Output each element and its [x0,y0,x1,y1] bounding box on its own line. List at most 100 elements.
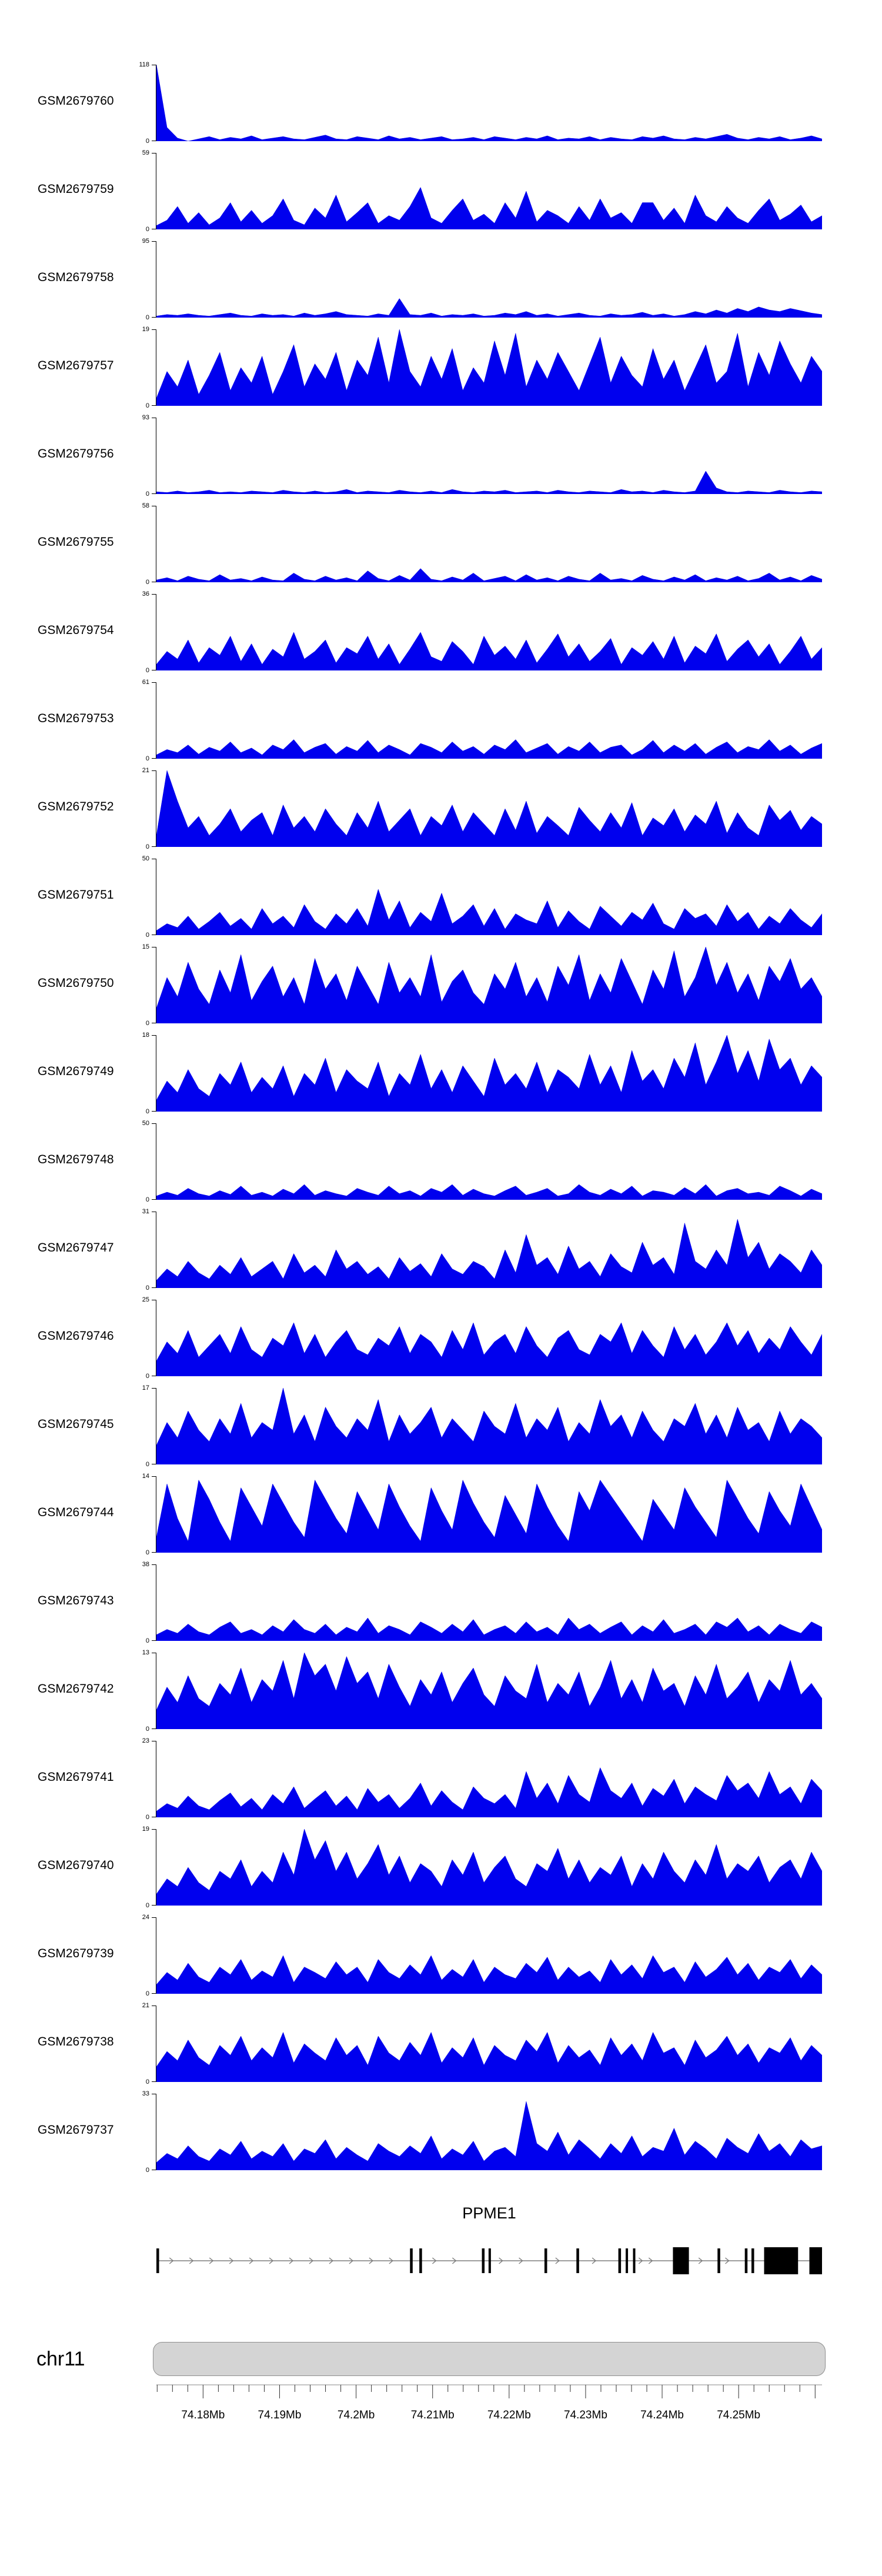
track-y-zero-label: 0 [145,1990,149,1997]
track-label: GSM2679759 [38,182,114,196]
track-label: GSM2679757 [38,359,114,372]
strand-arrow-icon [249,2257,254,2264]
coverage-track: GSM2679747 31 0 [0,1202,882,1292]
coverage-area-svg [156,2031,822,2082]
track-label: GSM2679747 [38,1241,114,1254]
track-y-max-label: 21 [142,767,149,774]
coverage-area-svg [156,1955,822,1994]
coverage-area-svg [156,1653,822,1729]
coverage-polygon [156,1479,822,1553]
strand-arrow-icon [329,2257,334,2264]
coverage-polygon [156,329,822,406]
track-y-tick-zero [152,1552,156,1553]
track-y-tick-zero [152,2081,156,2082]
track-plot-area: 21 0 [142,2002,822,2086]
axis-position-label: 74.2Mb [337,2409,375,2421]
coverage-track: GSM2679740 19 0 [0,1820,882,1909]
track-plot-area: 15 0 [142,943,822,1027]
coverage-track: GSM2679746 25 0 [0,1290,882,1380]
strand-arrow-icon [369,2257,373,2264]
coverage-area-svg [156,1617,822,1641]
track-y-zero-label: 0 [145,1284,149,1292]
track-y-zero-label: 0 [145,138,149,145]
strand-arrow-icon [592,2257,597,2264]
coverage-area-svg [156,329,822,406]
coverage-track: GSM2679753 61 0 [0,673,882,762]
coverage-polygon [156,1322,822,1376]
strand-arrow-icon [519,2257,523,2264]
track-y-tick-zero [152,493,156,494]
track-y-max-label: 18 [142,1032,149,1039]
track-y-tick-max [152,594,156,595]
gene-exon-bar [618,2248,622,2273]
track-y-tick-max [152,1476,156,1477]
coverage-polygon [156,2031,822,2082]
track-label: GSM2679756 [38,447,114,461]
track-plot-area: 25 0 [142,1296,822,1380]
track-label: GSM2679754 [38,623,114,637]
gene-exon-bar [156,2248,159,2273]
track-y-zero-label: 0 [145,314,149,321]
track-label: GSM2679753 [38,712,114,725]
track-label: GSM2679760 [38,94,114,108]
track-label: GSM2679750 [38,976,114,990]
coverage-track: GSM2679752 21 0 [0,761,882,850]
axis-position-label: 74.18Mb [181,2409,225,2421]
track-label: GSM2679740 [38,1858,114,1872]
track-plot-area: 50 0 [142,855,822,939]
track-y-tick-zero [152,1905,156,1906]
track-plot-area: 18 0 [142,1032,822,1115]
track-label: GSM2679751 [38,888,114,902]
track-y-max-label: 17 [142,1384,149,1392]
coverage-area-svg [156,1479,822,1553]
coverage-polygon [156,1617,822,1641]
coverage-polygon [156,1955,822,1994]
track-y-tick-zero [152,1640,156,1641]
gene-exon-box [809,2247,822,2274]
strand-arrow-icon [638,2257,643,2264]
track-y-tick-max [152,1035,156,1036]
track-y-max-label: 50 [142,855,149,862]
track-y-tick-max [152,1564,156,1565]
track-y-max-label: 58 [142,502,149,509]
strand-arrow-icon [725,2257,730,2264]
strand-arrow-icon [698,2257,703,2264]
strand-arrow-icon [229,2257,234,2264]
track-label: GSM2679755 [38,535,114,549]
track-y-zero-label: 0 [145,1020,149,1027]
track-y-tick-zero [152,1993,156,1994]
coverage-area-svg [156,2101,822,2170]
track-y-tick-zero [152,1287,156,1288]
track-y-tick-max [152,1388,156,1389]
coverage-polygon [156,1829,822,1906]
track-plot-area: 33 0 [142,2090,822,2174]
strand-arrow-icon [169,2257,174,2264]
coverage-track: GSM2679755 58 0 [0,496,882,586]
track-label: GSM2679742 [38,1682,114,1696]
coverage-track: GSM2679743 38 0 [0,1555,882,1644]
coverage-area-svg [156,1219,822,1288]
coverage-polygon [156,2101,822,2170]
track-label: GSM2679746 [38,1329,114,1343]
coverage-track: GSM2679748 50 0 [0,1114,882,1203]
gene-exon-box [764,2247,799,2274]
gene-exon-box [673,2247,689,2274]
strand-arrow-icon [555,2257,560,2264]
track-y-tick-max [152,682,156,683]
coverage-polygon [156,1035,822,1112]
coverage-area-svg [156,889,822,935]
track-label: GSM2679758 [38,271,114,284]
gene-exon-bar [626,2248,629,2273]
track-y-tick-zero [152,758,156,759]
strand-arrow-icon [432,2257,437,2264]
track-y-max-label: 19 [142,326,149,333]
track-label: GSM2679752 [38,800,114,813]
coverage-polygon [156,770,822,847]
track-y-zero-label: 0 [145,843,149,850]
coverage-area-svg [156,65,822,141]
coverage-polygon [156,298,822,318]
coverage-area-svg [156,1184,822,1200]
track-label: GSM2679739 [38,1947,114,1960]
track-plot-area: 38 0 [142,1561,822,1644]
